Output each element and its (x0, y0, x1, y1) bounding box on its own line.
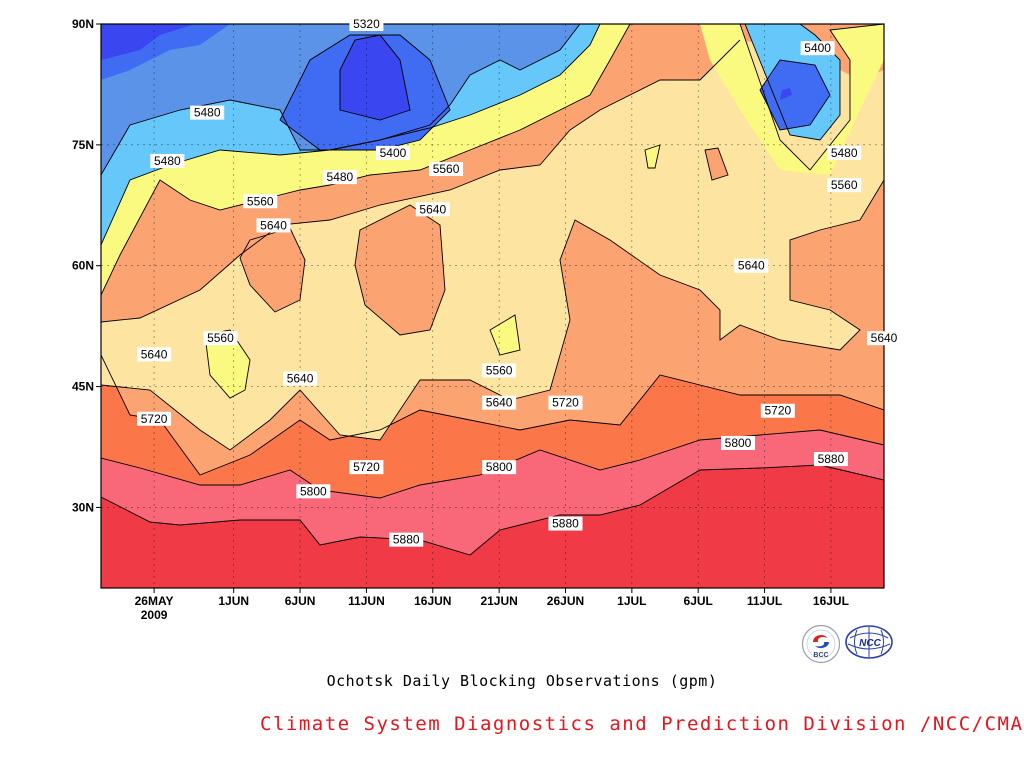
svg-text:5720: 5720 (552, 396, 579, 410)
svg-text:5640: 5640 (419, 202, 446, 216)
contour-label: 5480 (322, 170, 357, 185)
svg-text:5560: 5560 (831, 178, 858, 192)
x-tick-label: 11JUL (747, 594, 782, 608)
svg-text:5800: 5800 (486, 460, 513, 474)
contour-label: 5560 (429, 162, 464, 177)
svg-text:5640: 5640 (287, 372, 314, 386)
y-tick-label: 60N (72, 259, 94, 273)
contour-label: 5640 (137, 347, 172, 362)
fill-level-2 (101, 24, 830, 150)
svg-text:5720: 5720 (141, 412, 168, 426)
contour-label: 5480 (150, 153, 185, 168)
svg-text:5400: 5400 (380, 146, 407, 160)
x-tick-label: 6JUN (285, 594, 316, 608)
contour-label: 5640 (283, 371, 318, 386)
credit-line: Climate System Diagnostics and Predictio… (260, 713, 1024, 735)
y-tick-label: 45N (72, 380, 94, 394)
svg-text:5880: 5880 (552, 517, 579, 531)
svg-text:5640: 5640 (260, 218, 287, 232)
contour-label: 5560 (482, 363, 517, 378)
fill-island-5720 (240, 148, 728, 335)
contour-label: 5800 (721, 435, 756, 450)
svg-text:5800: 5800 (725, 436, 752, 450)
contour-label: 5720 (760, 403, 795, 418)
x-tick-label: 6JUL (684, 594, 713, 608)
x-axis-labels: 26MAY 2009 1JUN 6JUN 11JUN 16JUN 21JUN 26JUN 1JU… (135, 594, 849, 622)
svg-text:5480: 5480 (327, 170, 354, 184)
contour-label: 5880 (389, 532, 424, 547)
fill-level-6 (101, 40, 884, 450)
contour-label: 5560 (827, 178, 862, 193)
axis-ticks (96, 23, 832, 593)
contour-label: 5400 (375, 145, 410, 160)
plot-frame (100, 23, 885, 589)
contour-labels: 5320 5480 5400 5480 5480 5560 5560 5640 5640 5560… (137, 17, 901, 547)
bcc-logo-text: BCC (813, 652, 828, 659)
contour-label: 5640 (734, 258, 769, 273)
y-tick-label: 30N (72, 500, 94, 514)
svg-text:5480: 5480 (194, 106, 221, 120)
contour-label: 5720 (548, 395, 583, 410)
svg-text:5400: 5400 (804, 41, 831, 55)
x-tick-label: 26MAY 2009 (135, 594, 174, 622)
contour-label: 5480 (190, 105, 225, 120)
svg-text:5640: 5640 (871, 331, 898, 345)
contour-label: 5880 (813, 452, 848, 467)
contour-label: 5480 (827, 145, 862, 160)
x-tick-label: 21JUN (480, 594, 517, 608)
ncc-logo: NCC (845, 625, 893, 659)
y-axis-labels: 90N 75N 60N 45N 30N (72, 17, 94, 514)
svg-text:5640: 5640 (738, 259, 765, 273)
contour-label: 5560 (243, 194, 278, 209)
x-tick-label: 26JUN (547, 594, 584, 608)
contour-label: 5560 (203, 331, 238, 346)
svg-text:5880: 5880 (818, 452, 845, 466)
svg-text:5720: 5720 (764, 404, 791, 418)
svg-text:5880: 5880 (393, 533, 420, 547)
contour-label: 5640 (867, 331, 901, 346)
svg-text:5320: 5320 (353, 17, 380, 31)
contour-label: 5640 (482, 395, 517, 410)
x-tick-label: 1JUN (218, 594, 249, 608)
chart-title: Ochotsk Daily Blocking Observations (gpm… (326, 672, 718, 690)
contour-label: 5640 (256, 218, 291, 233)
svg-text:5720: 5720 (353, 460, 380, 474)
x-tick-label: 11JUN (348, 594, 385, 608)
svg-text:5560: 5560 (247, 194, 274, 208)
contour-label: 5880 (548, 516, 583, 531)
bcc-logo: BCC (801, 624, 841, 664)
svg-text:5560: 5560 (433, 162, 460, 176)
fill-level-5b (700, 24, 884, 175)
svg-text:5640: 5640 (141, 347, 168, 361)
y-tick-label: 75N (72, 138, 94, 152)
grid-lines (101, 24, 884, 588)
x-tick-label: 16JUN (414, 594, 451, 608)
x-tick-label: 16JUL (813, 594, 849, 608)
svg-text:5800: 5800 (300, 484, 327, 498)
ncc-logo-text: NCC (859, 638, 881, 649)
svg-text:5640: 5640 (486, 396, 513, 410)
svg-text:5560: 5560 (486, 363, 513, 377)
contour-label: 5320 (349, 17, 384, 31)
y-tick-label: 90N (72, 17, 94, 31)
contour-label: 5800 (482, 460, 517, 475)
contour-label: 5800 (296, 484, 331, 499)
svg-text:5480: 5480 (831, 146, 858, 160)
svg-text:5560: 5560 (207, 331, 234, 345)
contour-label: 5400 (800, 41, 835, 56)
svg-text:5480: 5480 (154, 154, 181, 168)
contour-label: 5720 (349, 460, 384, 475)
contour-label: 5640 (415, 202, 450, 217)
x-tick-label: 1JUL (617, 594, 646, 608)
contour-label: 5720 (137, 411, 172, 426)
